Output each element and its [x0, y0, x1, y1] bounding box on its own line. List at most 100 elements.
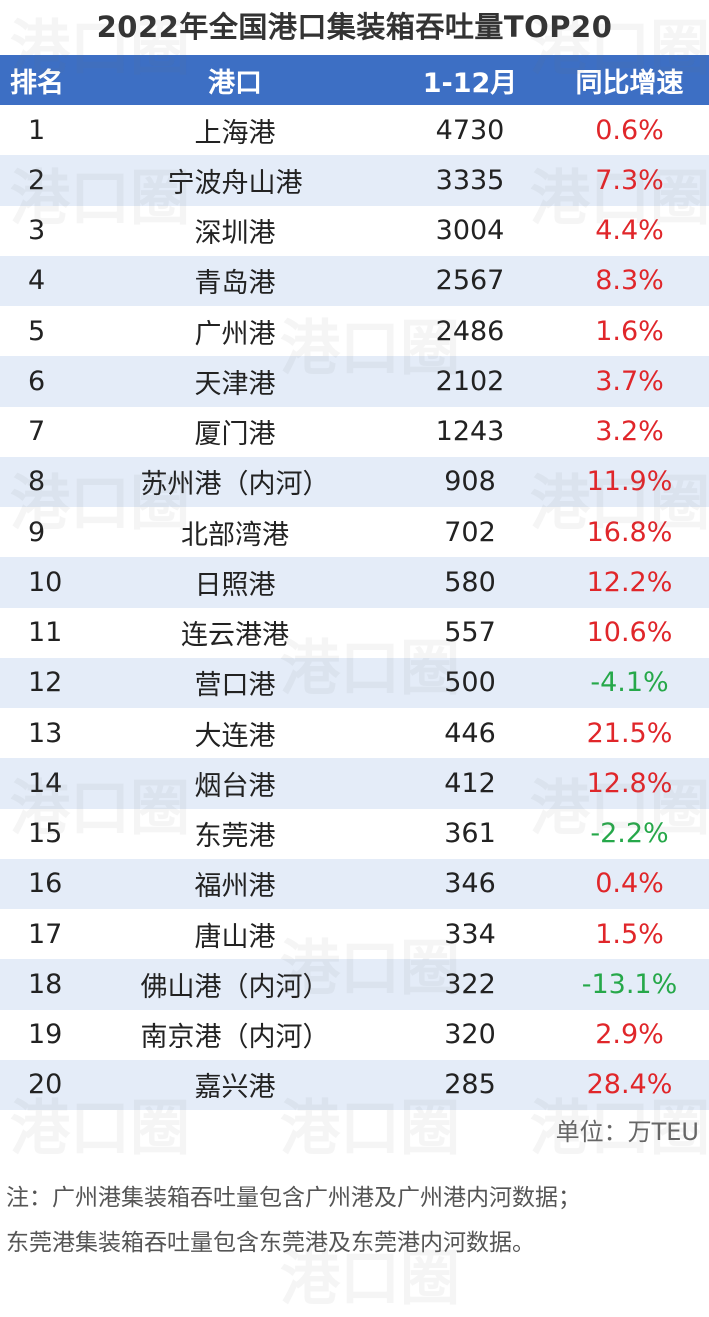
rank-cell: 14: [28, 767, 63, 799]
table-row: 8 苏州港（内河） 908 11.9%: [0, 456, 709, 507]
port-cell: 深圳港: [194, 218, 276, 250]
value-cell: 702: [444, 516, 496, 548]
yoy-cell: 3.7%: [595, 365, 664, 397]
yoy-cell: 8.3%: [595, 265, 664, 297]
header-value: 1-12月: [422, 67, 518, 99]
yoy-cell: 3.2%: [595, 416, 664, 448]
table-row: 5 广州港 2486 1.6%: [0, 306, 709, 356]
value-cell: 4730: [435, 114, 505, 146]
table-row: 6 天津港 2102 3.7%: [0, 356, 709, 407]
value-cell: 346: [444, 868, 496, 900]
value-cell: 1243: [435, 416, 505, 448]
rank-cell: 11: [28, 617, 63, 649]
port-cell: 厦门港: [194, 419, 276, 451]
rank-cell: 20: [28, 1069, 63, 1101]
rank-cell: 16: [28, 868, 63, 900]
yoy-cell: 28.4%: [586, 1069, 673, 1101]
value-cell: 2102: [435, 365, 505, 397]
header-port: 港口: [208, 67, 262, 99]
rank-cell: 17: [28, 918, 63, 950]
table-row: 1 上海港 4730 0.6%: [0, 105, 709, 155]
table-body: 1 上海港 4730 0.6% 2 宁波舟山港 3335 7.3% 3 深圳港 3004 4.4% 4 青…: [0, 105, 709, 1110]
yoy-cell: 16.8%: [586, 516, 673, 548]
rank-cell: 5: [28, 315, 46, 347]
value-cell: 412: [444, 767, 496, 799]
value-cell: 3335: [435, 164, 505, 196]
rank-cell: 13: [28, 717, 63, 749]
port-cell: 东莞港: [194, 821, 276, 853]
table-row: 20 嘉兴港 285 28.4%: [0, 1059, 709, 1110]
yoy-cell: 12.2%: [586, 566, 673, 598]
value-cell: 908: [444, 466, 496, 498]
port-cell: 天津港: [194, 368, 276, 400]
port-cell: 唐山港: [194, 921, 276, 953]
page-title: 2022年全国港口集装箱吞吐量TOP20: [96, 10, 613, 44]
port-cell: 佛山港（内河）: [140, 971, 330, 1003]
table-row: 10 日照港 580 12.2%: [0, 557, 709, 608]
port-cell: 嘉兴港: [194, 1072, 276, 1104]
table-row: 18 佛山港（内河） 322 -13.1%: [0, 959, 709, 1010]
unit-label: 单位：万TEU: [555, 1118, 699, 1146]
rank-cell: 9: [28, 516, 46, 548]
value-cell: 322: [444, 968, 496, 1000]
table-row: 11 连云港港 557 10.6%: [0, 608, 709, 658]
table-row: 2 宁波舟山港 3335 7.3%: [0, 155, 709, 206]
rank-cell: 8: [28, 466, 46, 498]
table-row: 7 厦门港 1243 3.2%: [0, 407, 709, 457]
value-cell: 446: [444, 717, 496, 749]
yoy-cell: 0.4%: [595, 868, 664, 900]
port-cell: 上海港: [194, 117, 276, 149]
value-cell: 580: [444, 566, 496, 598]
rank-cell: 18: [28, 968, 63, 1000]
port-cell: 南京港（内河）: [140, 1022, 330, 1054]
value-cell: 320: [444, 1019, 496, 1051]
value-cell: 3004: [435, 215, 505, 247]
footnote: 注：广州港集装箱吞吐量包含广州港及广州港内河数据； 东莞港集装箱吞吐量包含东莞港…: [6, 1176, 706, 1266]
rank-cell: 3: [28, 215, 46, 247]
port-cell: 福州港: [194, 871, 276, 903]
value-cell: 2567: [435, 265, 505, 297]
port-cell: 苏州港（内河）: [140, 469, 330, 501]
yoy-cell: 21.5%: [586, 717, 673, 749]
port-cell: 广州港: [194, 318, 276, 350]
value-cell: 285: [444, 1069, 496, 1101]
port-cell: 烟台港: [194, 770, 276, 802]
yoy-cell: 11.9%: [586, 466, 673, 498]
value-cell: 557: [444, 617, 496, 649]
footnote-line-1: 注：广州港集装箱吞吐量包含广州港及广州港内河数据；: [6, 1185, 581, 1211]
port-cell: 大连港: [194, 720, 276, 752]
rank-cell: 19: [28, 1019, 63, 1051]
value-cell: 500: [444, 667, 496, 699]
yoy-cell: 1.6%: [595, 315, 664, 347]
table-row: 3 深圳港 3004 4.4%: [0, 206, 709, 256]
yoy-cell: 7.3%: [595, 164, 664, 196]
port-cell: 营口港: [194, 670, 276, 702]
port-cell: 北部湾港: [181, 519, 289, 551]
table-row: 14 烟台港 412 12.8%: [0, 758, 709, 809]
yoy-cell: 4.4%: [595, 215, 664, 247]
table-row: 12 营口港 500 -4.1%: [0, 657, 709, 708]
port-cell: 宁波舟山港: [167, 167, 303, 199]
table-row: 4 青岛港 2567 8.3%: [0, 255, 709, 306]
yoy-cell: -13.1%: [581, 968, 678, 1000]
table-row: 19 南京港（内河） 320 2.9%: [0, 1010, 709, 1060]
port-cell: 日照港: [194, 569, 276, 601]
port-cell: 连云港港: [181, 620, 289, 652]
rank-cell: 7: [28, 416, 46, 448]
value-cell: 2486: [435, 315, 505, 347]
yoy-cell: 12.8%: [586, 767, 673, 799]
rank-cell: 4: [28, 265, 46, 297]
table-row: 16 福州港 346 0.4%: [0, 858, 709, 909]
table-row: 9 北部湾港 702 16.8%: [0, 507, 709, 557]
table-header: 排名 港口 1-12月 同比增速: [0, 55, 709, 105]
ranking-table: 排名 港口 1-12月 同比增速 1 上海港 4730 0.6% 2 宁波舟山港 3335 7…: [0, 55, 709, 1110]
yoy-cell: -2.2%: [590, 818, 669, 850]
rank-cell: 15: [28, 818, 63, 850]
value-cell: 334: [444, 918, 496, 950]
header-rank: 排名: [10, 67, 64, 99]
table-row: 17 唐山港 334 1.5%: [0, 909, 709, 959]
yoy-cell: 2.9%: [595, 1019, 664, 1051]
table-row: 15 东莞港 361 -2.2%: [0, 809, 709, 859]
rank-cell: 12: [28, 667, 63, 699]
footnote-line-2: 东莞港集装箱吞吐量包含东莞港及东莞港内河数据。: [6, 1230, 535, 1256]
